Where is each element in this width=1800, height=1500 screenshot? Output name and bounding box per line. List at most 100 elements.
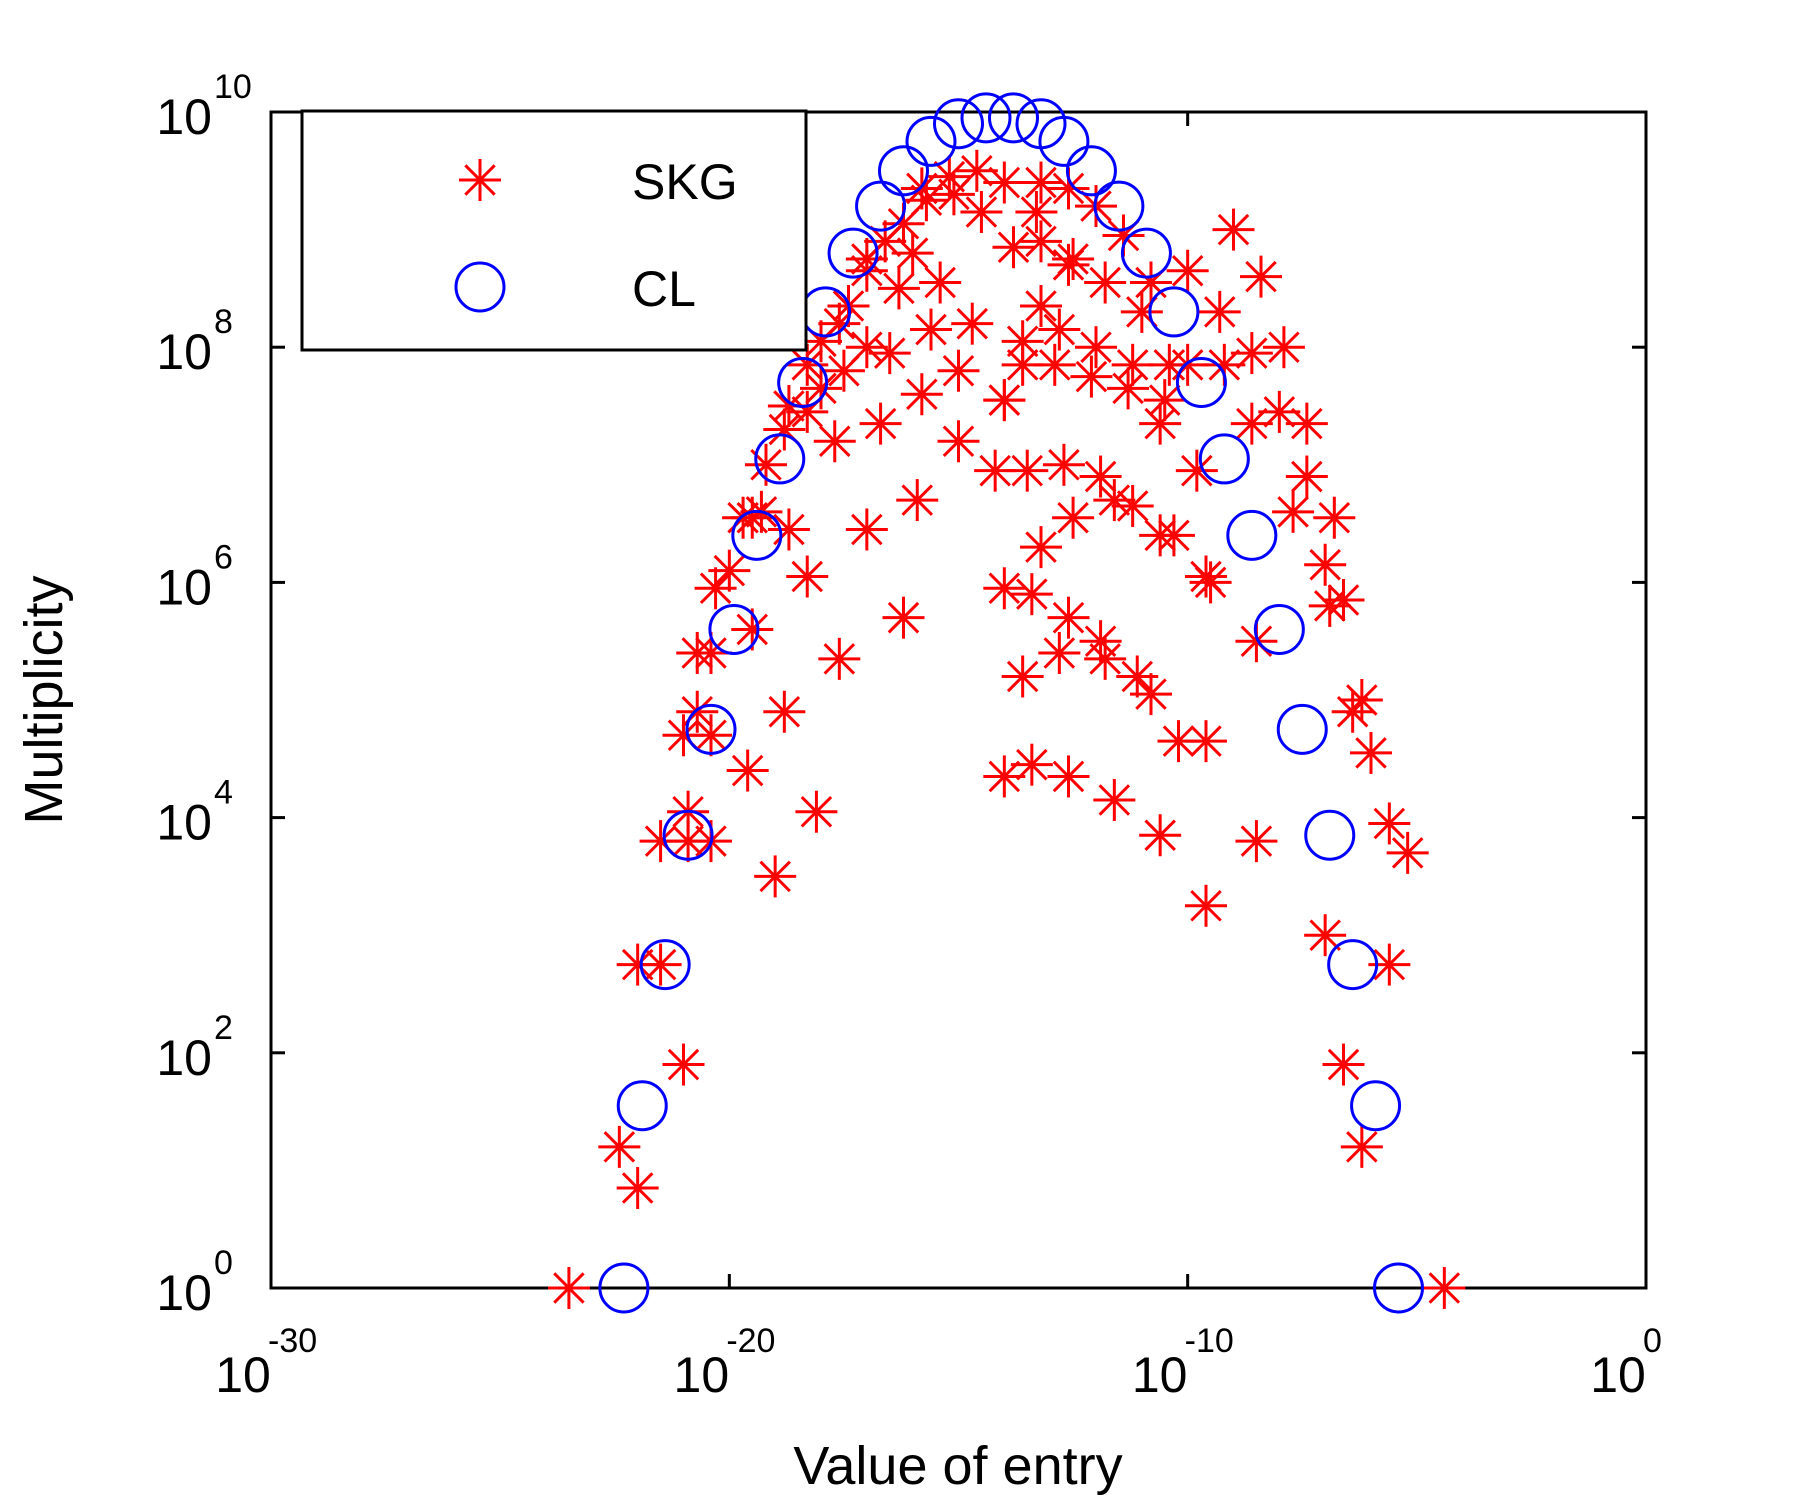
- skg-point: [960, 190, 1003, 233]
- x-tick-exponent: -30: [268, 1322, 317, 1360]
- skg-point: [1020, 161, 1062, 204]
- skg-point: [1368, 802, 1411, 845]
- y-tick-label: 10: [156, 324, 212, 380]
- y-tick-exponent: 2: [214, 1009, 233, 1047]
- y-tick-exponent: 6: [214, 538, 233, 576]
- cl-point: [960, 92, 1012, 144]
- skg-point: [1070, 355, 1113, 398]
- skg-point: [1340, 679, 1383, 721]
- skg-point: [896, 479, 939, 522]
- y-tick-exponent: 8: [214, 303, 233, 341]
- legend-cl-circle: [454, 261, 506, 313]
- y-tick-label: 10: [156, 89, 212, 145]
- skg-point: [1304, 914, 1347, 957]
- skg-point: [928, 155, 971, 198]
- skg-point: [1001, 655, 1044, 698]
- skg-point: [1111, 343, 1154, 386]
- skg-point: [1285, 402, 1328, 445]
- skg-point: [1185, 884, 1227, 927]
- skg-point: [1010, 743, 1053, 786]
- cl-point: [1038, 115, 1090, 167]
- skg-point: [1107, 367, 1150, 410]
- legend-cl-label: CL: [632, 261, 696, 317]
- legend-skg-asterisk: [459, 159, 501, 201]
- cl-point: [1120, 227, 1172, 279]
- cl-point: [685, 703, 737, 755]
- skg-point: [983, 567, 1026, 610]
- skg-point: [1350, 731, 1392, 774]
- cl-point: [616, 1080, 668, 1132]
- skg-point: [547, 1267, 590, 1309]
- skg-point: [1079, 455, 1122, 498]
- skg-point: [1313, 496, 1356, 539]
- skg-point: [639, 943, 682, 986]
- cl-point: [708, 603, 760, 655]
- skg-point: [1175, 449, 1218, 492]
- x-tick-exponent: -10: [1185, 1322, 1234, 1360]
- skg-point: [1093, 479, 1136, 522]
- x-tick-label: 10: [1132, 1347, 1188, 1403]
- skg-point: [1322, 579, 1365, 622]
- skg-point: [900, 373, 943, 416]
- skg-point: [667, 820, 710, 863]
- cl-point: [1175, 356, 1227, 408]
- legend-skg-marker: [459, 159, 501, 201]
- skg-point: [1079, 620, 1122, 663]
- skg-point: [882, 596, 925, 639]
- series-cl: [598, 92, 1424, 1314]
- cl-point: [731, 509, 783, 561]
- skg-point: [937, 349, 980, 392]
- skg-point: [1001, 343, 1044, 386]
- legend-skg-label: SKG: [632, 154, 738, 210]
- skg-point: [1084, 637, 1127, 680]
- skg-point: [1240, 255, 1282, 298]
- skg-point: [1262, 326, 1305, 369]
- skg-point: [974, 449, 1017, 492]
- cl-point: [639, 939, 691, 991]
- skg-point: [1139, 814, 1182, 857]
- y-tick-label: 10: [156, 559, 212, 615]
- y-axis-label: Multiplicity: [14, 575, 74, 824]
- skg-point: [818, 637, 861, 680]
- skg-point: [1198, 290, 1241, 333]
- skg-point: [1075, 326, 1117, 369]
- legend-box: [300, 109, 808, 352]
- x-tick-label: 10: [215, 1347, 271, 1403]
- skg-point: [1020, 285, 1062, 328]
- skg-point: [910, 308, 952, 351]
- skg-point: [1157, 720, 1200, 763]
- skg-point: [754, 855, 797, 898]
- skg-point: [1084, 261, 1127, 304]
- skg-point: [1052, 238, 1095, 280]
- cl-point: [878, 145, 929, 197]
- skg-point: [868, 332, 911, 375]
- skg-point: [795, 790, 838, 833]
- skg-point: [992, 226, 1035, 269]
- cl-point: [1327, 939, 1379, 991]
- skg-point: [1006, 449, 1049, 492]
- skg-point: [786, 343, 829, 386]
- skg-point: [983, 161, 1026, 204]
- skg-point: [1015, 190, 1058, 233]
- cl-point: [1226, 509, 1278, 561]
- y-tick-exponent: 10: [214, 68, 252, 106]
- skg-point: [1189, 561, 1232, 604]
- skg-point: [708, 549, 751, 592]
- skg-point: [877, 267, 920, 310]
- skg-point: [1230, 402, 1273, 445]
- skg-point: [1230, 332, 1273, 375]
- y-tick-exponent: 0: [214, 1244, 233, 1282]
- skg-point: [1139, 514, 1182, 557]
- y-tick-exponent: 4: [214, 774, 233, 812]
- cl-point: [1304, 809, 1356, 861]
- x-axis-label: Value of entry: [793, 1436, 1122, 1496]
- cl-point: [1253, 603, 1305, 655]
- cl-point: [905, 115, 957, 167]
- cl-point: [662, 809, 714, 861]
- y-tick-label: 10: [156, 1265, 212, 1321]
- skg-point: [763, 690, 806, 733]
- skg-point: [1130, 673, 1172, 716]
- y-tick-label: 10: [156, 1030, 212, 1086]
